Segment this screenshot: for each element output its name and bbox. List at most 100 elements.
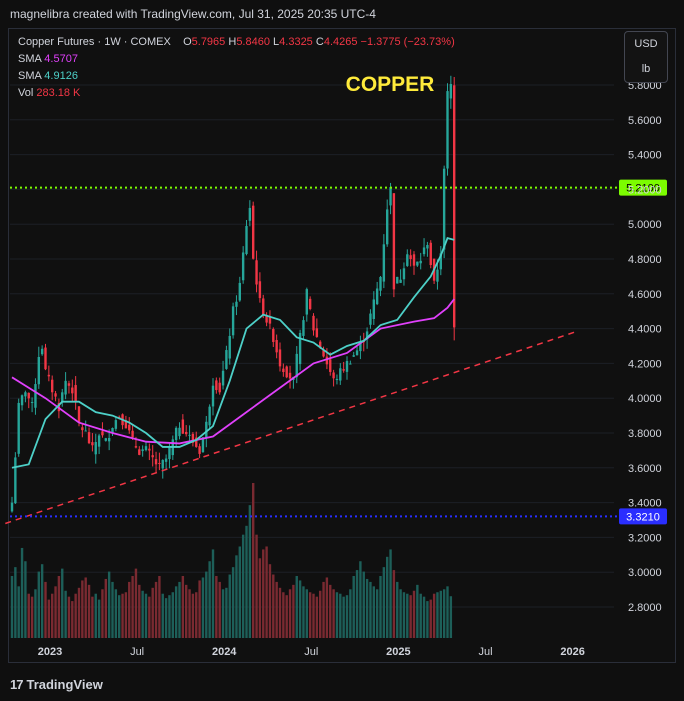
currency-label[interactable]: USD (634, 38, 658, 50)
candle-body (84, 430, 87, 432)
currency-unit-selector[interactable]: USD lb (624, 31, 668, 83)
candle-body (67, 383, 71, 386)
volume-bar (302, 586, 305, 638)
volume-bar (312, 593, 315, 638)
candle-body (295, 353, 298, 378)
candle-body (322, 350, 325, 357)
x-tick-label: Jul (304, 646, 318, 658)
chart-frame[interactable] (8, 28, 676, 663)
candle-body (101, 431, 104, 436)
volume-bar (298, 580, 302, 638)
candle-body (426, 244, 429, 249)
legend-symbol-row: Copper Futures · 1W · COMEX O5.7965 H5.8… (18, 34, 455, 51)
candle-body (188, 434, 191, 436)
volume-bar (188, 589, 191, 638)
symbol-label[interactable]: Copper Futures · 1W · COMEX (18, 36, 171, 48)
candle-body (218, 382, 221, 393)
volume-bar (77, 587, 81, 638)
candle-body (64, 380, 67, 395)
volume-bar (426, 601, 429, 638)
volume-bar (359, 561, 362, 638)
volume-bar (201, 577, 205, 638)
y-tick-label: 5.4000 (628, 150, 662, 162)
volume-bar (228, 574, 231, 638)
candle-body (429, 242, 432, 266)
change-value: −1.3775 (−23.73%) (360, 36, 455, 48)
candle-body (365, 331, 369, 340)
volume-bar (158, 576, 161, 638)
candle-body (262, 298, 265, 316)
candle-body (24, 392, 27, 397)
candle-body (20, 395, 24, 406)
support-label: 3.3210 (626, 511, 660, 523)
volume-bar (37, 571, 40, 638)
candle-body (409, 255, 412, 260)
volume-bar (208, 561, 211, 638)
candle-body (215, 380, 218, 391)
volume-bar (198, 580, 201, 638)
candle-body (104, 438, 107, 441)
volume-bar (195, 592, 198, 638)
candle-body (449, 84, 453, 99)
candle-body (134, 446, 138, 448)
candle-body (185, 431, 188, 435)
candle-body (268, 316, 272, 324)
tradingview-logo[interactable]: 17 TradingView (10, 677, 103, 692)
volume-bar (332, 589, 335, 638)
candle-body (201, 437, 205, 453)
candle-body (372, 299, 375, 319)
candle-body (97, 435, 101, 447)
volume-bar (91, 596, 94, 638)
candle-body (288, 372, 292, 379)
resistance-label: 5.2100 (626, 183, 660, 195)
legend-sma-slow-row: SMA 4.5707 (18, 51, 455, 68)
candle-body (386, 209, 389, 245)
volume-bar (71, 601, 74, 638)
candle-body (392, 193, 396, 290)
volume-bar (94, 593, 97, 638)
y-tick-label: 4.2000 (628, 358, 662, 370)
candle-body (308, 298, 312, 310)
volume-bar (17, 586, 20, 638)
volume-label[interactable]: Vol (18, 87, 34, 99)
y-tick-label: 2.8000 (628, 602, 662, 614)
volume-bar (402, 592, 406, 638)
volume-bar (64, 590, 67, 638)
volume-bar (325, 577, 329, 638)
candle-body (235, 301, 238, 307)
tradingview-brand: TradingView (26, 677, 103, 692)
candle-body (238, 282, 241, 301)
volume-bar (131, 576, 134, 638)
open-value: 5.7965 (191, 36, 226, 48)
high-label: H (228, 36, 237, 48)
candle-body (144, 446, 148, 451)
legend-volume-row: Vol 283.18 K (18, 85, 455, 102)
unit-label[interactable]: lb (641, 63, 651, 75)
volume-bar (178, 581, 181, 638)
candle-body (114, 420, 118, 429)
candle-body (302, 320, 305, 336)
candle-body (231, 306, 235, 336)
x-tick-label: 2024 (212, 646, 237, 658)
volume-bar (24, 561, 27, 638)
y-tick-label: 3.6000 (628, 463, 662, 475)
sma-slow-label[interactable]: SMA (18, 53, 42, 65)
volume-bar (134, 568, 138, 638)
candle-body (355, 350, 359, 356)
volume-bar (255, 534, 258, 638)
candle-body (164, 458, 168, 462)
legend-sma-fast-row: SMA 4.9126 (18, 68, 455, 85)
volume-bar (107, 571, 111, 638)
volume-bar (205, 571, 208, 638)
volume-bar (442, 589, 446, 638)
close-label: C (315, 36, 324, 48)
candle-body (399, 279, 402, 283)
candle-body (181, 419, 185, 434)
sma-fast-label[interactable]: SMA (18, 70, 42, 82)
candle-body (419, 260, 422, 264)
volume-bar (275, 581, 278, 638)
volume-bar (30, 596, 34, 638)
candle-body (10, 502, 14, 512)
volume-bar (429, 599, 432, 638)
